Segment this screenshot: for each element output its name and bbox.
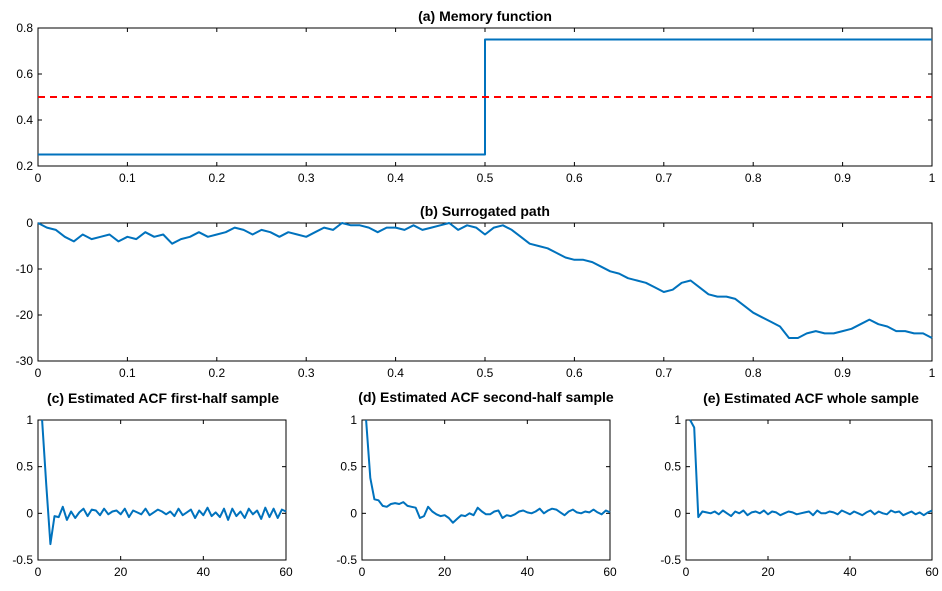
panel-e-xtick-label: 0 xyxy=(683,565,690,579)
panel-d-ticks: 0 20 40 60-0.500.51 xyxy=(336,413,617,579)
panel-b-ytick-label: -20 xyxy=(16,308,34,322)
panel-e-ytick-label: 0.5 xyxy=(664,460,681,474)
panel-e-ticks: 0 20 40 60-0.500.51 xyxy=(660,413,939,579)
panel-a-ytick-label: 0.8 xyxy=(16,21,33,35)
panel-c-ytick-label: 0.5 xyxy=(16,460,33,474)
panel-c-xtick-label: 20 xyxy=(114,565,128,579)
panel-e-title: (e) Estimated ACF whole sample xyxy=(703,390,919,406)
panel-d-ytick-label: -0.5 xyxy=(336,553,357,567)
panel-b-xtick-label: 0.5 xyxy=(477,366,494,380)
panel-d-plot xyxy=(365,419,611,524)
panel-b-xtick-label: 1 xyxy=(929,366,936,380)
panel-b-xtick-label: 0.7 xyxy=(655,366,672,380)
panel-e-xtick-label: 60 xyxy=(925,565,939,579)
panel-b-ytick-label: -10 xyxy=(16,262,34,276)
panel-d-ytick-label: 1 xyxy=(350,413,357,427)
panel-b-ticks: 0 0.1 0.2 0.3 0.4 0.5 0.6 0.7 0.8 0.9 1 -30 -20 -10 0 xyxy=(16,216,936,380)
panel-b-xtick-label: 0.3 xyxy=(298,366,315,380)
panel-a-xtick-label: 0.7 xyxy=(655,171,672,185)
panel-e-ytick-label: 0 xyxy=(674,506,681,520)
panel-e-acf-whole: (e) Estimated ACF whole sample 0 20 40 60 -0… xyxy=(660,390,939,579)
panel-a-ytick-label: 0.2 xyxy=(16,159,33,173)
panel-e-ytick-label: 1 xyxy=(674,413,681,427)
panel-c-ytick-label: 1 xyxy=(26,413,33,427)
panel-b-ytick-label: 0 xyxy=(26,216,33,230)
panel-b-xtick-label: 0.8 xyxy=(745,366,762,380)
panel-b-title: (b) Surrogated path xyxy=(420,203,550,219)
panel-c-xtick-label: 60 xyxy=(279,565,293,579)
panel-a-xtick-label: 1 xyxy=(929,171,936,185)
panel-a-xtick-label: 0.6 xyxy=(566,171,583,185)
panel-c-ytick-label: 0 xyxy=(26,506,33,520)
panel-a-xtick-label: 0.3 xyxy=(298,171,315,185)
panel-c-xtick-label: 40 xyxy=(197,565,211,579)
panel-c-axes-box xyxy=(37,419,287,561)
panel-c-plot xyxy=(41,419,287,546)
panel-a-ytick-label: 0.4 xyxy=(16,113,33,127)
panel-d-acf-second-half: (d) Estimated ACF second-half sample 0 20… xyxy=(336,389,617,579)
panel-e-ytick-label: -0.5 xyxy=(660,553,681,567)
panel-c-xtick-label: 0 xyxy=(35,565,42,579)
panel-b-xtick-label: 0 xyxy=(35,366,42,380)
panel-a-xtick-label: 0.1 xyxy=(119,171,136,185)
panel-b-xtick-label: 0.1 xyxy=(119,366,136,380)
panel-b-xtick-label: 0.6 xyxy=(566,366,583,380)
panel-a-xtick-label: 0 xyxy=(35,171,42,185)
panel-d-axes-box xyxy=(361,419,611,561)
panel-a-xtick-label: 0.5 xyxy=(477,171,494,185)
panel-a-xtick-label: 0.9 xyxy=(834,171,851,185)
panel-e-plot xyxy=(689,419,933,519)
panel-d-xtick-label: 40 xyxy=(521,565,535,579)
panel-c-acf-first-half: (c) Estimated ACF first-half sample 0 20 4… xyxy=(12,390,293,579)
panel-a-xtick-label: 0.8 xyxy=(745,171,762,185)
panel-b-surrogated-path: (b) Surrogated path 0 0.1 0.2 0.3 0.4 0.5 0.6 0… xyxy=(16,203,936,380)
panel-b-xtick-label: 0.2 xyxy=(208,366,225,380)
panel-c-series-acf xyxy=(41,419,287,546)
panel-d-series-acf xyxy=(365,419,611,524)
panel-a-plot xyxy=(38,38,932,156)
panel-a-xtick-label: 0.4 xyxy=(387,171,404,185)
panel-a-ticks: 0 0.1 0.2 0.3 0.4 0.5 0.6 0.7 0.8 0.9 1 0.2 0.4 0.6 0.… xyxy=(16,21,935,185)
panel-c-ytick-label: -0.5 xyxy=(12,553,33,567)
panel-b-xtick-label: 0.9 xyxy=(834,366,851,380)
panel-b-ytick-label: -30 xyxy=(16,354,34,368)
panel-a-title: (a) Memory function xyxy=(418,8,552,24)
panel-d-ytick-label: 0.5 xyxy=(340,460,357,474)
panel-d-xtick-label: 20 xyxy=(438,565,452,579)
panel-e-xtick-label: 40 xyxy=(843,565,857,579)
panel-d-title: (d) Estimated ACF second-half sample xyxy=(358,389,614,405)
panel-a-xtick-label: 0.2 xyxy=(208,171,225,185)
panel-e-series-acf xyxy=(689,419,933,519)
panel-c-ticks: 0 20 40 60-0.500.51 xyxy=(12,413,293,579)
panel-b-series-path xyxy=(37,222,933,339)
panel-d-xtick-label: 60 xyxy=(603,565,617,579)
panel-d-xtick-label: 0 xyxy=(359,565,366,579)
panel-e-xtick-label: 20 xyxy=(761,565,775,579)
panel-d-ytick-label: 0 xyxy=(350,506,357,520)
panel-a-memory-function: (a) Memory function 0 0.1 0.2 0.3 0.4 0.5 0.6 0… xyxy=(16,8,935,185)
panel-c-title: (c) Estimated ACF first-half sample xyxy=(47,390,279,406)
panel-a-ytick-label: 0.6 xyxy=(16,67,33,81)
panel-e-axes-box xyxy=(685,419,933,561)
panel-b-xtick-label: 0.4 xyxy=(387,366,404,380)
panel-b-plot xyxy=(37,222,933,339)
